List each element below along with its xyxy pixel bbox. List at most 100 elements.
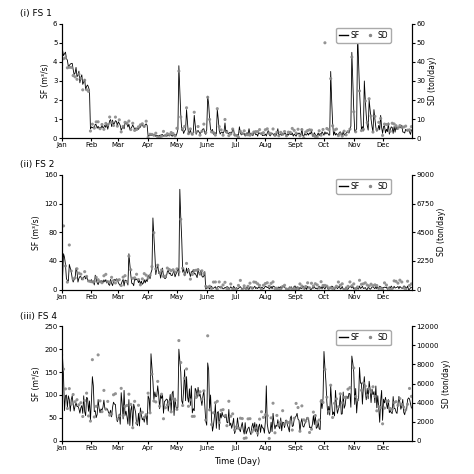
Point	[189, 130, 196, 138]
Point	[350, 364, 357, 372]
Point	[264, 279, 271, 287]
Point	[254, 128, 262, 136]
Point	[77, 270, 85, 278]
Point	[362, 383, 369, 390]
Point	[60, 365, 67, 373]
Point	[215, 278, 223, 286]
Point	[91, 278, 98, 285]
Point	[208, 128, 215, 136]
Point	[383, 281, 390, 289]
Point	[165, 398, 173, 406]
Point	[108, 273, 115, 281]
Point	[187, 275, 194, 283]
Point	[381, 120, 388, 128]
Point	[146, 272, 154, 279]
Point	[165, 265, 173, 273]
Point	[321, 365, 329, 373]
Point	[254, 280, 262, 288]
Point	[265, 283, 273, 290]
Point	[71, 398, 79, 406]
Point	[360, 379, 367, 387]
Point	[352, 128, 359, 136]
Point	[194, 123, 202, 130]
Point	[304, 415, 311, 422]
Point	[73, 75, 81, 83]
Point	[202, 129, 210, 137]
Point	[189, 412, 196, 420]
Point	[231, 131, 238, 138]
Point	[317, 398, 325, 405]
Point	[114, 277, 121, 284]
Point	[208, 284, 215, 292]
Point	[162, 404, 169, 411]
Point	[396, 276, 404, 284]
Point	[169, 395, 177, 402]
Point	[183, 365, 191, 373]
Point	[83, 389, 91, 397]
Point	[250, 128, 257, 136]
Point	[192, 266, 200, 274]
Point	[277, 128, 284, 136]
Point	[365, 282, 373, 290]
Point	[348, 53, 356, 61]
Point	[289, 426, 296, 434]
Point	[112, 113, 119, 121]
Y-axis label: SF (m³/s): SF (m³/s)	[41, 64, 50, 98]
Point	[164, 401, 171, 409]
Point	[386, 128, 394, 135]
Point	[138, 275, 146, 283]
Point	[364, 392, 371, 399]
Point	[131, 274, 138, 282]
Point	[308, 426, 315, 433]
Point	[327, 382, 335, 389]
Point	[79, 86, 87, 94]
Point	[260, 129, 267, 137]
Y-axis label: SF (m³/s): SF (m³/s)	[32, 366, 41, 401]
Point	[96, 278, 104, 285]
Point	[100, 387, 108, 394]
Point	[402, 122, 410, 130]
Point	[221, 279, 229, 286]
Point	[100, 126, 108, 133]
Point	[408, 280, 415, 288]
Point	[242, 131, 250, 138]
Point	[240, 282, 248, 290]
Point	[135, 401, 142, 409]
Point	[200, 270, 208, 277]
Point	[218, 283, 225, 291]
Point	[384, 284, 392, 292]
Point	[346, 278, 354, 286]
Point	[73, 396, 81, 403]
Point	[289, 286, 296, 293]
Point	[400, 403, 408, 411]
Point	[116, 412, 123, 420]
Point	[233, 423, 240, 430]
Point	[344, 283, 352, 290]
Point	[365, 385, 373, 392]
Point	[183, 260, 191, 267]
Point	[125, 391, 133, 398]
Point	[181, 374, 189, 382]
Point	[396, 395, 404, 402]
Point	[381, 279, 388, 287]
Point	[81, 397, 89, 404]
Point	[283, 418, 290, 425]
Point	[279, 407, 286, 414]
Point	[215, 419, 223, 427]
Point	[315, 284, 323, 292]
Point	[237, 414, 244, 422]
Point	[323, 125, 331, 132]
Point	[310, 282, 317, 290]
Point	[350, 108, 357, 116]
Point	[298, 282, 306, 290]
Point	[296, 428, 304, 435]
Point	[62, 262, 69, 270]
Point	[383, 121, 390, 128]
Point	[194, 266, 202, 273]
Point	[96, 125, 104, 133]
Point	[235, 134, 242, 141]
Point	[238, 286, 246, 293]
Point	[121, 272, 129, 280]
Point	[304, 127, 311, 134]
Point	[125, 252, 133, 260]
